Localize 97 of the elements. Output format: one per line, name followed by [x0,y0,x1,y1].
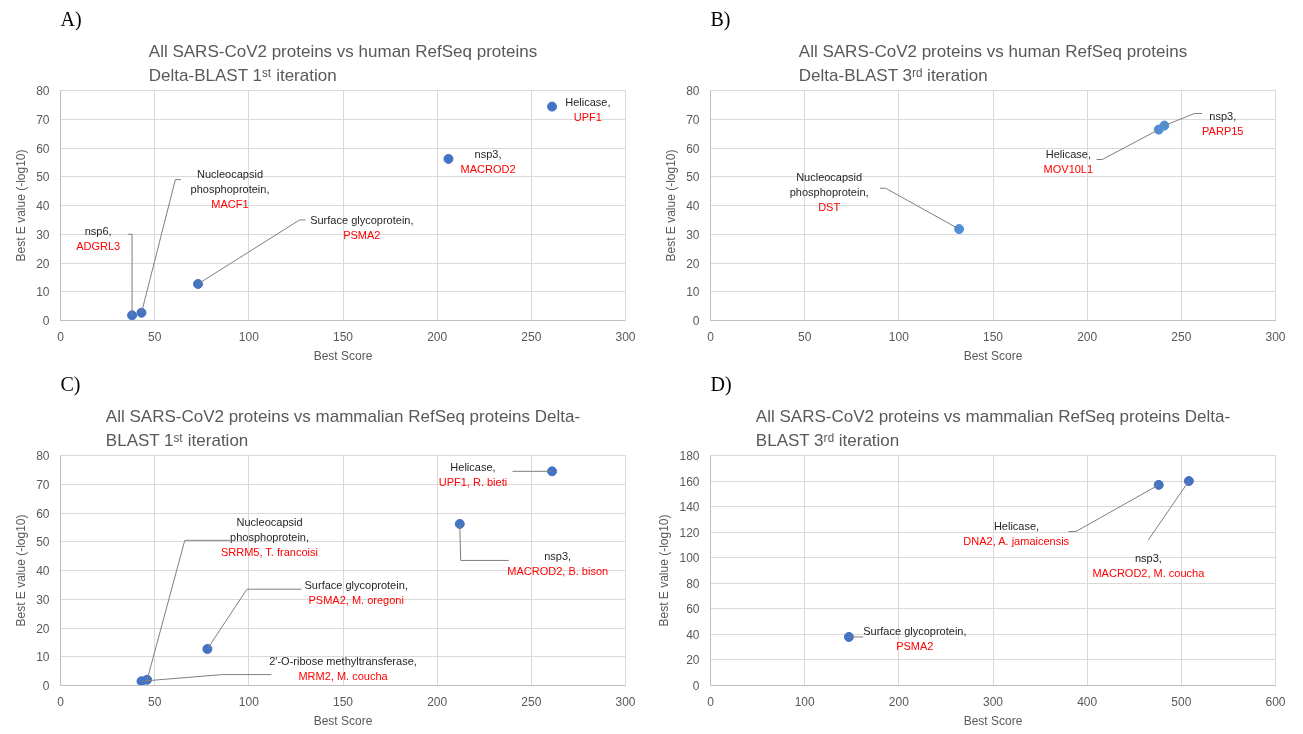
text: A) [60,7,82,31]
x-tick-label: 600 [1265,694,1286,709]
y-tick-label: 10 [36,650,50,665]
annotation: Nucleocapsid phosphoprotein, DST [789,170,869,213]
x-tick-label: 300 [982,694,1004,709]
x-tick-label: 200 [427,694,448,709]
y-axis-title: Best E value (-log10) [14,149,29,262]
annotation: Helicase, MOV10L1 [1043,147,1094,175]
y-tick-label: 70 [36,477,50,492]
y-tick-label: 60 [686,141,700,156]
annotation: nsp6, ADGRL3 [76,225,121,253]
x-tick-label: 50 [797,329,812,344]
y-tick-label: 50 [686,170,700,185]
y-tick-label: 180 [679,449,700,463]
y-tick-label: 160 [679,474,700,489]
y-tick-label: 10 [36,285,50,300]
annotation: Nucleocapsid phosphoprotein, SRRM5, T. francoisi [220,515,318,558]
x-tick-label: 0 [707,329,715,344]
x-tick-label: 50 [147,694,162,709]
chart-title: All SARS-CoV2 proteins vs human RefSeq proteins Delta-BLAST 1ˢᵗ iteration [148,41,538,86]
y-tick-label: 30 [686,227,700,242]
y-tick-label: 120 [679,525,700,540]
y-tick-label: 0 [692,679,700,693]
annotation: nsp3, PARP15 [1202,110,1244,138]
annotation: Nucleocapsid phosphoprotein, MACF1 [190,167,270,210]
x-tick-label: 200 [1077,329,1098,344]
x-tick-label: 300 [615,329,636,344]
x-axis-title: Best Score [313,348,373,363]
x-tick-label: 150 [982,329,1004,344]
y-tick-label: 80 [36,84,50,98]
x-tick-label: 0 [57,329,65,344]
x-tick-label: 250 [1171,329,1192,344]
chart-title: All SARS-CoV2 proteins vs human RefSeq proteins Delta-BLAST 3ʳᵈ iteration [798,41,1188,86]
y-tick-label: 40 [686,199,700,213]
y-tick-label: 70 [36,112,50,127]
x-tick-label: 250 [521,329,542,344]
x-tick-label: 0 [707,694,715,709]
x-tick-label: 150 [332,694,354,709]
y-tick-label: 80 [686,84,700,98]
annotation: 2'-O-ribose methyltransferase, MRM2, M. coucha [269,655,417,683]
annotation: Surface glycoprotein, PSMA2, M. oregoni [304,578,408,606]
y-axis-title: Best E value (-log10) [14,514,29,627]
y-tick-label: 50 [36,535,50,550]
y-tick-label: 80 [686,576,700,591]
x-axis-title: Best Score [313,713,373,728]
y-tick-label: 40 [36,199,50,213]
x-tick-label: 100 [888,329,910,344]
x-tick-label: 100 [238,694,260,709]
y-tick-label: 20 [686,256,700,271]
y-tick-label: 20 [686,653,700,668]
x-tick-label: 300 [1265,329,1286,344]
y-tick-label: 10 [686,285,700,300]
y-tick-label: 40 [686,627,700,642]
annotation: Helicase, UPF1 [565,96,611,123]
y-tick-label: 80 [36,449,50,463]
x-axis-title: Best Score [963,713,1023,728]
annotation: Surface glycoprotein, PSMA2 [310,213,414,241]
y-tick-label: 30 [36,592,50,607]
x-tick-label: 100 [794,694,815,709]
y-axis-title: Best E value (-log10) [657,514,672,627]
y-tick-label: 50 [36,170,50,185]
y-tick-label: 0 [692,314,700,328]
x-tick-label: 50 [147,329,162,344]
y-tick-label: 40 [36,564,50,578]
y-tick-label: 30 [36,227,50,242]
annotation: nsp3, MACROD2, B. bison [507,550,609,578]
x-tick-label: 150 [332,329,354,344]
y-tick-label: 100 [679,551,700,566]
y-tick-label: 140 [679,500,700,515]
y-axis-title: Best E value (-log10) [664,149,679,262]
annotation: Surface glycoprotein, PSMA2 [863,625,967,653]
y-tick-label: 70 [686,112,700,127]
x-tick-label: 100 [238,329,260,344]
x-tick-label: 300 [615,694,636,709]
x-tick-label: 0 [57,694,65,709]
y-tick-label: 60 [686,602,700,617]
chart-title: All SARS-CoV2 proteins vs mammalian RefSeq proteins Delta-BLAST 3ʳᵈ iteration [755,406,1231,451]
annotation: nsp3, MACROD2, M. coucha [1092,551,1206,579]
x-tick-label: 200 [427,329,448,344]
y-tick-label: 60 [36,506,50,521]
y-tick-label: 0 [42,314,50,328]
text: C) [60,372,81,396]
y-tick-label: 20 [36,256,50,271]
x-tick-label: 200 [888,694,910,709]
chart-title: All SARS-CoV2 proteins vs mammalian RefSeq proteins Delta-BLAST 1ˢᵗ iteration [105,406,581,451]
annotation: nsp3, MACROD2 [460,147,516,175]
y-tick-label: 60 [36,141,50,156]
x-tick-label: 250 [521,694,542,709]
x-tick-label: 500 [1171,694,1192,709]
annotation: Helicase, DNA2, A. jamaicensis [963,520,1070,548]
y-tick-label: 20 [36,621,50,636]
text: B) [710,7,731,31]
annotation: Helicase, UPF1, R. bieti [438,461,508,488]
x-tick-label: 400 [1077,694,1098,709]
text: D) [710,372,732,396]
y-tick-label: 0 [42,679,50,693]
x-axis-title: Best Score [963,348,1023,363]
